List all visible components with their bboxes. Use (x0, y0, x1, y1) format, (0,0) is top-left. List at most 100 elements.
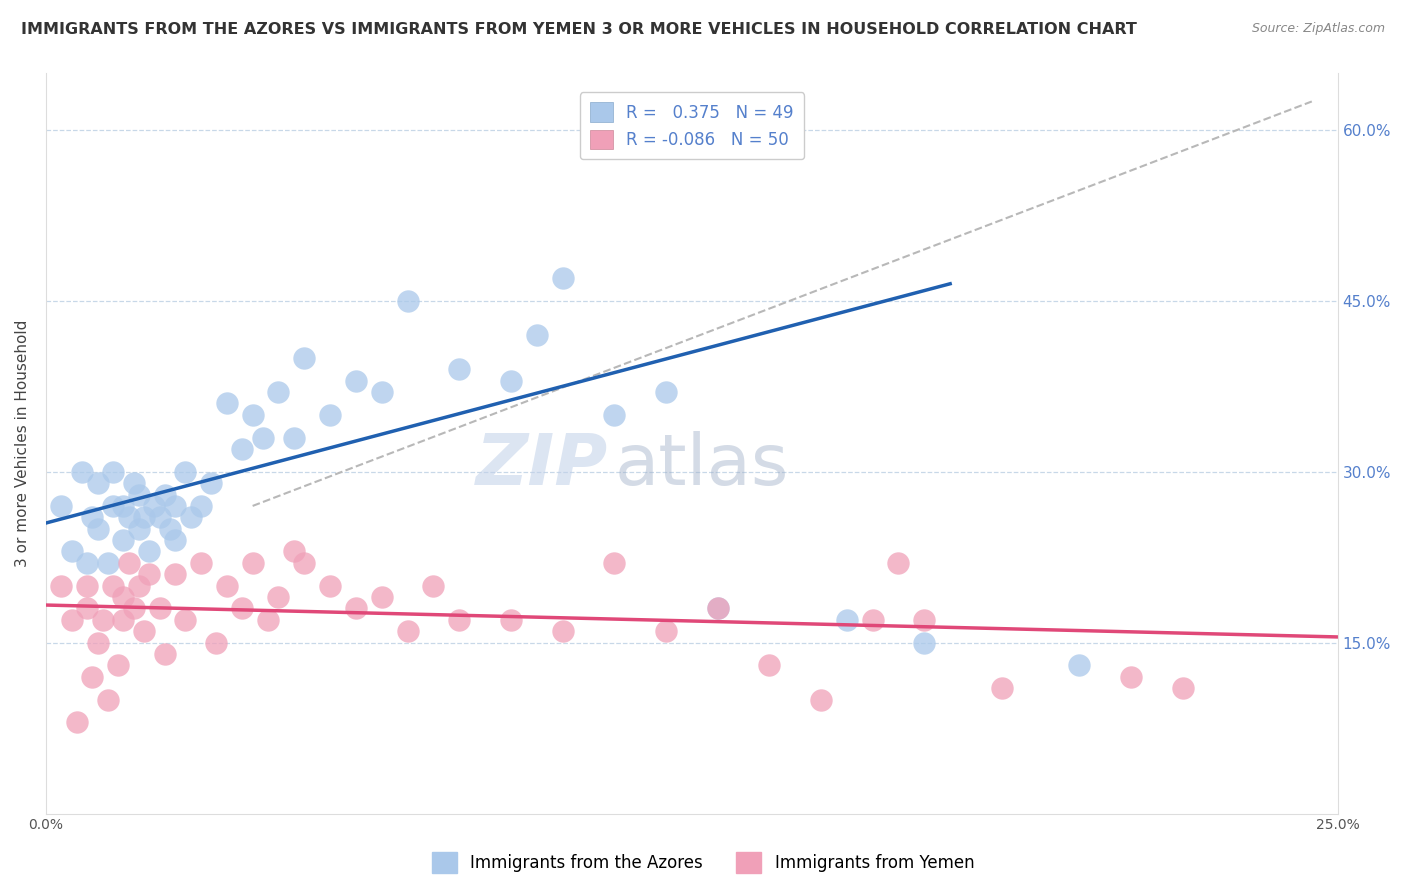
Point (165, 533, 187, 547)
Point (128, 579, 150, 593)
Point (200, 476, 222, 491)
Point (371, 384, 394, 399)
Point (82, 670, 104, 684)
Point (267, 590, 290, 604)
Point (101, 579, 124, 593)
Point (449, 362, 471, 376)
Point (86, 522, 108, 536)
Point (86, 635, 108, 649)
Point (344, 374, 367, 388)
Point (82, 510, 104, 524)
Point (283, 544, 305, 558)
Text: Source: ZipAtlas.com: Source: ZipAtlas.com (1251, 22, 1385, 36)
Text: ZIP: ZIP (475, 431, 607, 500)
Point (112, 533, 135, 547)
Point (134, 624, 156, 639)
Point (134, 510, 156, 524)
Point (180, 510, 202, 524)
Text: atlas: atlas (614, 431, 789, 500)
Point (174, 613, 197, 627)
Point (267, 384, 290, 399)
Point (835, 613, 858, 627)
Point (51, 579, 73, 593)
Point (499, 613, 522, 627)
Point (991, 681, 1014, 696)
Point (283, 431, 305, 445)
Point (112, 613, 135, 627)
Point (149, 510, 172, 524)
Point (810, 692, 832, 706)
Point (112, 499, 135, 513)
Point (257, 613, 280, 627)
Point (86, 476, 108, 491)
Point (344, 601, 367, 615)
Point (215, 396, 238, 410)
Point (603, 556, 626, 570)
Point (165, 567, 187, 582)
Point (122, 601, 145, 615)
Point (205, 635, 228, 649)
Point (138, 567, 160, 582)
Legend: R =   0.375   N = 49, R = -0.086   N = 50: R = 0.375 N = 49, R = -0.086 N = 50 (579, 93, 804, 160)
Point (252, 431, 274, 445)
Point (128, 522, 150, 536)
Point (758, 658, 780, 673)
Point (70, 465, 93, 479)
Point (396, 624, 419, 639)
Point (215, 579, 238, 593)
Point (292, 351, 315, 365)
Point (242, 408, 264, 422)
Point (603, 408, 626, 422)
Point (117, 556, 139, 570)
Point (97, 692, 120, 706)
Point (51, 499, 73, 513)
Point (912, 613, 935, 627)
Point (551, 271, 574, 285)
Text: IMMIGRANTS FROM THE AZORES VS IMMIGRANTS FROM YEMEN 3 OR MORE VEHICLES IN HOUSEH: IMMIGRANTS FROM THE AZORES VS IMMIGRANTS… (21, 22, 1137, 37)
Point (242, 556, 264, 570)
Point (165, 499, 187, 513)
Point (128, 487, 150, 501)
Point (159, 522, 181, 536)
Y-axis label: 3 or more Vehicles in Household: 3 or more Vehicles in Household (15, 319, 30, 567)
Point (76, 601, 98, 615)
Point (101, 499, 124, 513)
Point (122, 476, 145, 491)
Point (66, 715, 89, 730)
Point (143, 499, 166, 513)
Point (706, 601, 728, 615)
Point (60, 613, 83, 627)
Point (107, 658, 129, 673)
Point (655, 384, 678, 399)
Point (112, 590, 135, 604)
Point (91, 613, 114, 627)
Point (231, 601, 253, 615)
Point (526, 328, 548, 343)
Point (551, 624, 574, 639)
Point (1069, 658, 1091, 673)
Point (231, 442, 253, 456)
Point (149, 601, 172, 615)
Point (60, 544, 83, 558)
Point (862, 613, 884, 627)
Point (655, 624, 678, 639)
Point (319, 579, 342, 593)
Point (706, 601, 728, 615)
Point (449, 613, 471, 627)
Point (319, 408, 342, 422)
Point (76, 579, 98, 593)
Point (190, 556, 212, 570)
Point (422, 579, 444, 593)
Point (153, 487, 176, 501)
Point (371, 590, 394, 604)
Point (76, 556, 98, 570)
Point (117, 510, 139, 524)
Point (174, 465, 197, 479)
Point (499, 374, 522, 388)
Point (101, 465, 124, 479)
Point (190, 499, 212, 513)
Point (153, 647, 176, 661)
Point (138, 544, 160, 558)
Legend: Immigrants from the Azores, Immigrants from Yemen: Immigrants from the Azores, Immigrants f… (425, 846, 981, 880)
Point (887, 556, 910, 570)
